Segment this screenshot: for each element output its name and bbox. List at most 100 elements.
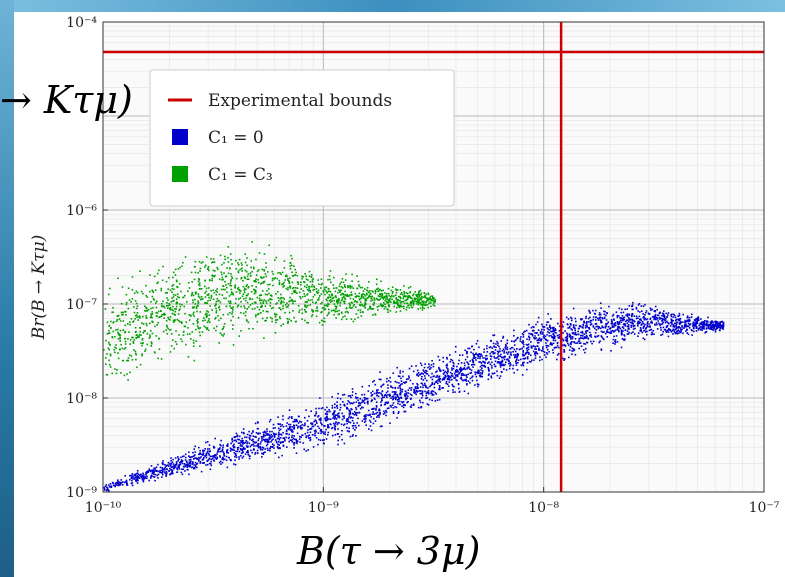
data-point bbox=[676, 326, 678, 328]
data-point bbox=[670, 315, 673, 318]
data-point bbox=[305, 306, 308, 308]
data-point bbox=[535, 323, 537, 326]
data-point bbox=[418, 302, 421, 305]
data-point bbox=[354, 292, 357, 295]
data-point bbox=[119, 484, 121, 486]
data-point bbox=[162, 463, 164, 466]
data-point bbox=[144, 330, 146, 332]
data-point bbox=[382, 289, 384, 292]
data-point bbox=[359, 309, 362, 311]
data-point bbox=[420, 364, 423, 367]
data-point bbox=[289, 428, 291, 430]
data-point bbox=[220, 444, 222, 447]
data-point bbox=[154, 469, 156, 472]
data-point bbox=[378, 378, 381, 381]
data-point bbox=[345, 420, 348, 422]
data-point bbox=[517, 359, 520, 362]
data-point bbox=[556, 344, 559, 347]
data-point bbox=[707, 316, 709, 319]
data-point bbox=[581, 330, 584, 333]
data-point bbox=[193, 466, 196, 469]
data-point bbox=[288, 426, 291, 428]
data-point bbox=[257, 442, 260, 445]
data-point bbox=[230, 448, 232, 451]
data-point bbox=[442, 387, 445, 389]
data-point bbox=[127, 357, 130, 359]
data-point bbox=[237, 438, 239, 441]
data-point bbox=[709, 323, 712, 326]
data-point bbox=[320, 283, 322, 286]
data-point bbox=[697, 317, 699, 319]
data-point bbox=[189, 456, 192, 458]
data-point bbox=[170, 457, 172, 459]
data-point bbox=[116, 482, 118, 485]
data-point bbox=[424, 384, 426, 386]
data-point bbox=[646, 330, 648, 333]
data-point bbox=[304, 433, 307, 435]
data-point bbox=[222, 285, 225, 288]
data-point bbox=[695, 321, 698, 323]
data-point bbox=[169, 308, 172, 311]
data-point bbox=[379, 425, 382, 428]
data-point bbox=[206, 310, 208, 312]
slide-left-band bbox=[0, 0, 14, 577]
data-point bbox=[242, 431, 245, 434]
data-point bbox=[146, 333, 149, 335]
data-point bbox=[278, 299, 280, 302]
data-point bbox=[271, 320, 273, 323]
data-point bbox=[137, 476, 140, 478]
data-point bbox=[269, 437, 271, 440]
data-point bbox=[496, 374, 499, 377]
data-point bbox=[423, 375, 426, 377]
data-point bbox=[435, 393, 438, 395]
data-point bbox=[294, 287, 297, 289]
data-point bbox=[328, 409, 330, 411]
data-point bbox=[176, 295, 179, 298]
data-point bbox=[361, 401, 363, 404]
data-point bbox=[350, 301, 353, 304]
data-point bbox=[387, 394, 389, 396]
data-point bbox=[208, 462, 211, 465]
data-point bbox=[385, 411, 388, 413]
data-point bbox=[600, 348, 603, 350]
data-point bbox=[241, 449, 243, 452]
data-point bbox=[672, 324, 675, 326]
data-point bbox=[416, 369, 419, 372]
data-point bbox=[344, 297, 346, 300]
data-point bbox=[280, 425, 282, 428]
data-point bbox=[377, 295, 380, 297]
data-point bbox=[367, 403, 369, 405]
data-point bbox=[656, 323, 658, 326]
data-point bbox=[154, 473, 157, 476]
data-point bbox=[412, 370, 415, 373]
data-point bbox=[108, 293, 110, 296]
data-point bbox=[400, 377, 402, 380]
data-point bbox=[168, 470, 170, 472]
data-point bbox=[234, 302, 237, 305]
data-point bbox=[633, 324, 636, 327]
data-point bbox=[280, 301, 282, 304]
data-point bbox=[335, 418, 338, 420]
data-point bbox=[337, 443, 339, 446]
data-point bbox=[153, 275, 156, 278]
data-point bbox=[262, 302, 264, 304]
data-point bbox=[174, 274, 177, 276]
data-point bbox=[286, 422, 288, 424]
data-point bbox=[552, 349, 554, 351]
data-point bbox=[338, 415, 340, 417]
data-point bbox=[346, 293, 349, 296]
data-point bbox=[464, 368, 467, 371]
data-point bbox=[440, 370, 442, 372]
data-point bbox=[229, 450, 232, 452]
data-point bbox=[267, 434, 269, 436]
data-point bbox=[494, 349, 497, 351]
data-point bbox=[265, 310, 268, 313]
data-point bbox=[516, 337, 518, 340]
data-point bbox=[623, 335, 626, 337]
data-point bbox=[132, 342, 135, 344]
data-point bbox=[622, 327, 625, 330]
data-point bbox=[590, 336, 593, 338]
data-point bbox=[109, 483, 112, 485]
data-point bbox=[355, 300, 358, 303]
data-point bbox=[639, 318, 641, 321]
